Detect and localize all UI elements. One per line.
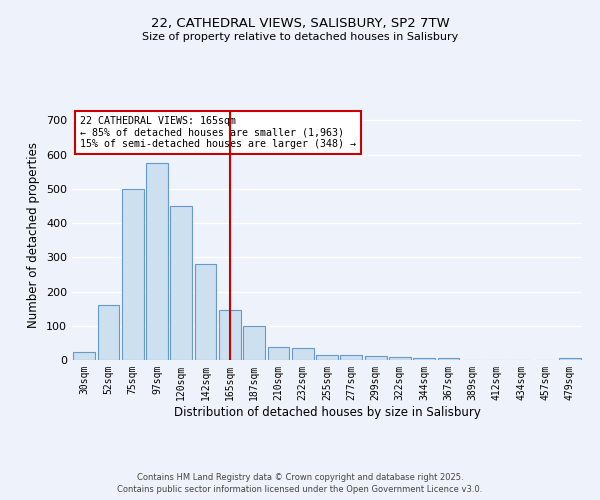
Bar bbox=[194, 264, 217, 360]
Bar bbox=[268, 347, 289, 360]
Bar bbox=[122, 189, 143, 360]
Bar bbox=[97, 305, 119, 360]
Text: 22 CATHEDRAL VIEWS: 165sqm
← 85% of detached houses are smaller (1,963)
15% of s: 22 CATHEDRAL VIEWS: 165sqm ← 85% of deta… bbox=[80, 116, 356, 150]
Text: Contains HM Land Registry data © Crown copyright and database right 2025.: Contains HM Land Registry data © Crown c… bbox=[137, 472, 463, 482]
Bar bbox=[365, 356, 386, 360]
Bar bbox=[389, 358, 411, 360]
Y-axis label: Number of detached properties: Number of detached properties bbox=[28, 142, 40, 328]
Bar bbox=[437, 358, 460, 360]
Bar bbox=[292, 348, 314, 360]
Text: Size of property relative to detached houses in Salisbury: Size of property relative to detached ho… bbox=[142, 32, 458, 42]
Text: Contains public sector information licensed under the Open Government Licence v3: Contains public sector information licen… bbox=[118, 485, 482, 494]
Bar bbox=[73, 352, 95, 360]
Bar bbox=[146, 163, 168, 360]
Bar bbox=[243, 326, 265, 360]
Bar bbox=[316, 355, 338, 360]
Bar bbox=[413, 358, 435, 360]
Bar bbox=[559, 358, 581, 360]
Bar bbox=[340, 355, 362, 360]
Text: 22, CATHEDRAL VIEWS, SALISBURY, SP2 7TW: 22, CATHEDRAL VIEWS, SALISBURY, SP2 7TW bbox=[151, 18, 449, 30]
Bar bbox=[170, 206, 192, 360]
Bar bbox=[219, 310, 241, 360]
X-axis label: Distribution of detached houses by size in Salisbury: Distribution of detached houses by size … bbox=[173, 406, 481, 418]
